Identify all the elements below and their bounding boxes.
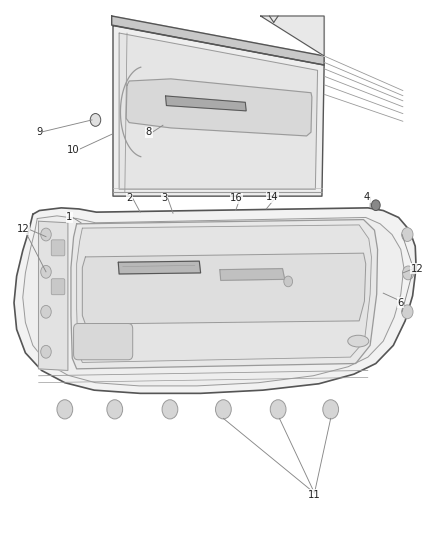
Text: 3: 3: [161, 193, 167, 203]
Text: 12: 12: [16, 224, 29, 234]
Polygon shape: [118, 261, 201, 274]
Circle shape: [107, 400, 123, 419]
Circle shape: [41, 345, 51, 358]
Circle shape: [402, 305, 413, 319]
Polygon shape: [126, 79, 312, 136]
Polygon shape: [14, 208, 416, 393]
Circle shape: [41, 228, 51, 241]
Circle shape: [41, 305, 51, 318]
Circle shape: [90, 114, 101, 126]
Polygon shape: [39, 221, 68, 370]
Polygon shape: [71, 220, 378, 369]
Text: 6: 6: [398, 298, 404, 308]
Polygon shape: [82, 253, 366, 324]
Text: 2: 2: [126, 193, 132, 203]
Circle shape: [403, 266, 414, 280]
FancyBboxPatch shape: [51, 240, 65, 256]
Text: 16: 16: [230, 193, 243, 203]
Polygon shape: [113, 26, 324, 196]
Circle shape: [162, 400, 178, 419]
Circle shape: [323, 400, 339, 419]
Circle shape: [57, 400, 73, 419]
Circle shape: [270, 400, 286, 419]
FancyBboxPatch shape: [51, 279, 65, 295]
Text: 8: 8: [146, 127, 152, 137]
Text: 9: 9: [36, 127, 42, 136]
Text: 10: 10: [67, 146, 80, 155]
Polygon shape: [119, 33, 318, 189]
Text: 12: 12: [410, 264, 424, 273]
Text: 4: 4: [364, 192, 370, 202]
Polygon shape: [112, 16, 324, 65]
Polygon shape: [23, 216, 404, 386]
Ellipse shape: [348, 335, 369, 347]
Polygon shape: [77, 225, 371, 362]
Text: 11: 11: [308, 490, 321, 499]
FancyBboxPatch shape: [74, 324, 133, 360]
Circle shape: [371, 200, 380, 211]
Polygon shape: [220, 269, 285, 280]
Circle shape: [41, 265, 51, 278]
Circle shape: [215, 400, 231, 419]
Circle shape: [402, 228, 413, 241]
Polygon shape: [166, 96, 246, 111]
Circle shape: [284, 276, 293, 287]
Text: 1: 1: [66, 213, 72, 222]
Polygon shape: [261, 16, 324, 56]
Text: 14: 14: [266, 192, 279, 202]
